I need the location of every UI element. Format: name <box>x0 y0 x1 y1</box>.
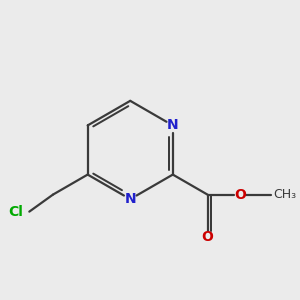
Text: O: O <box>202 230 213 244</box>
Text: Cl: Cl <box>9 205 23 219</box>
Text: N: N <box>124 192 136 206</box>
Text: CH₃: CH₃ <box>273 188 296 201</box>
Text: O: O <box>234 188 246 202</box>
Text: N: N <box>167 118 178 132</box>
